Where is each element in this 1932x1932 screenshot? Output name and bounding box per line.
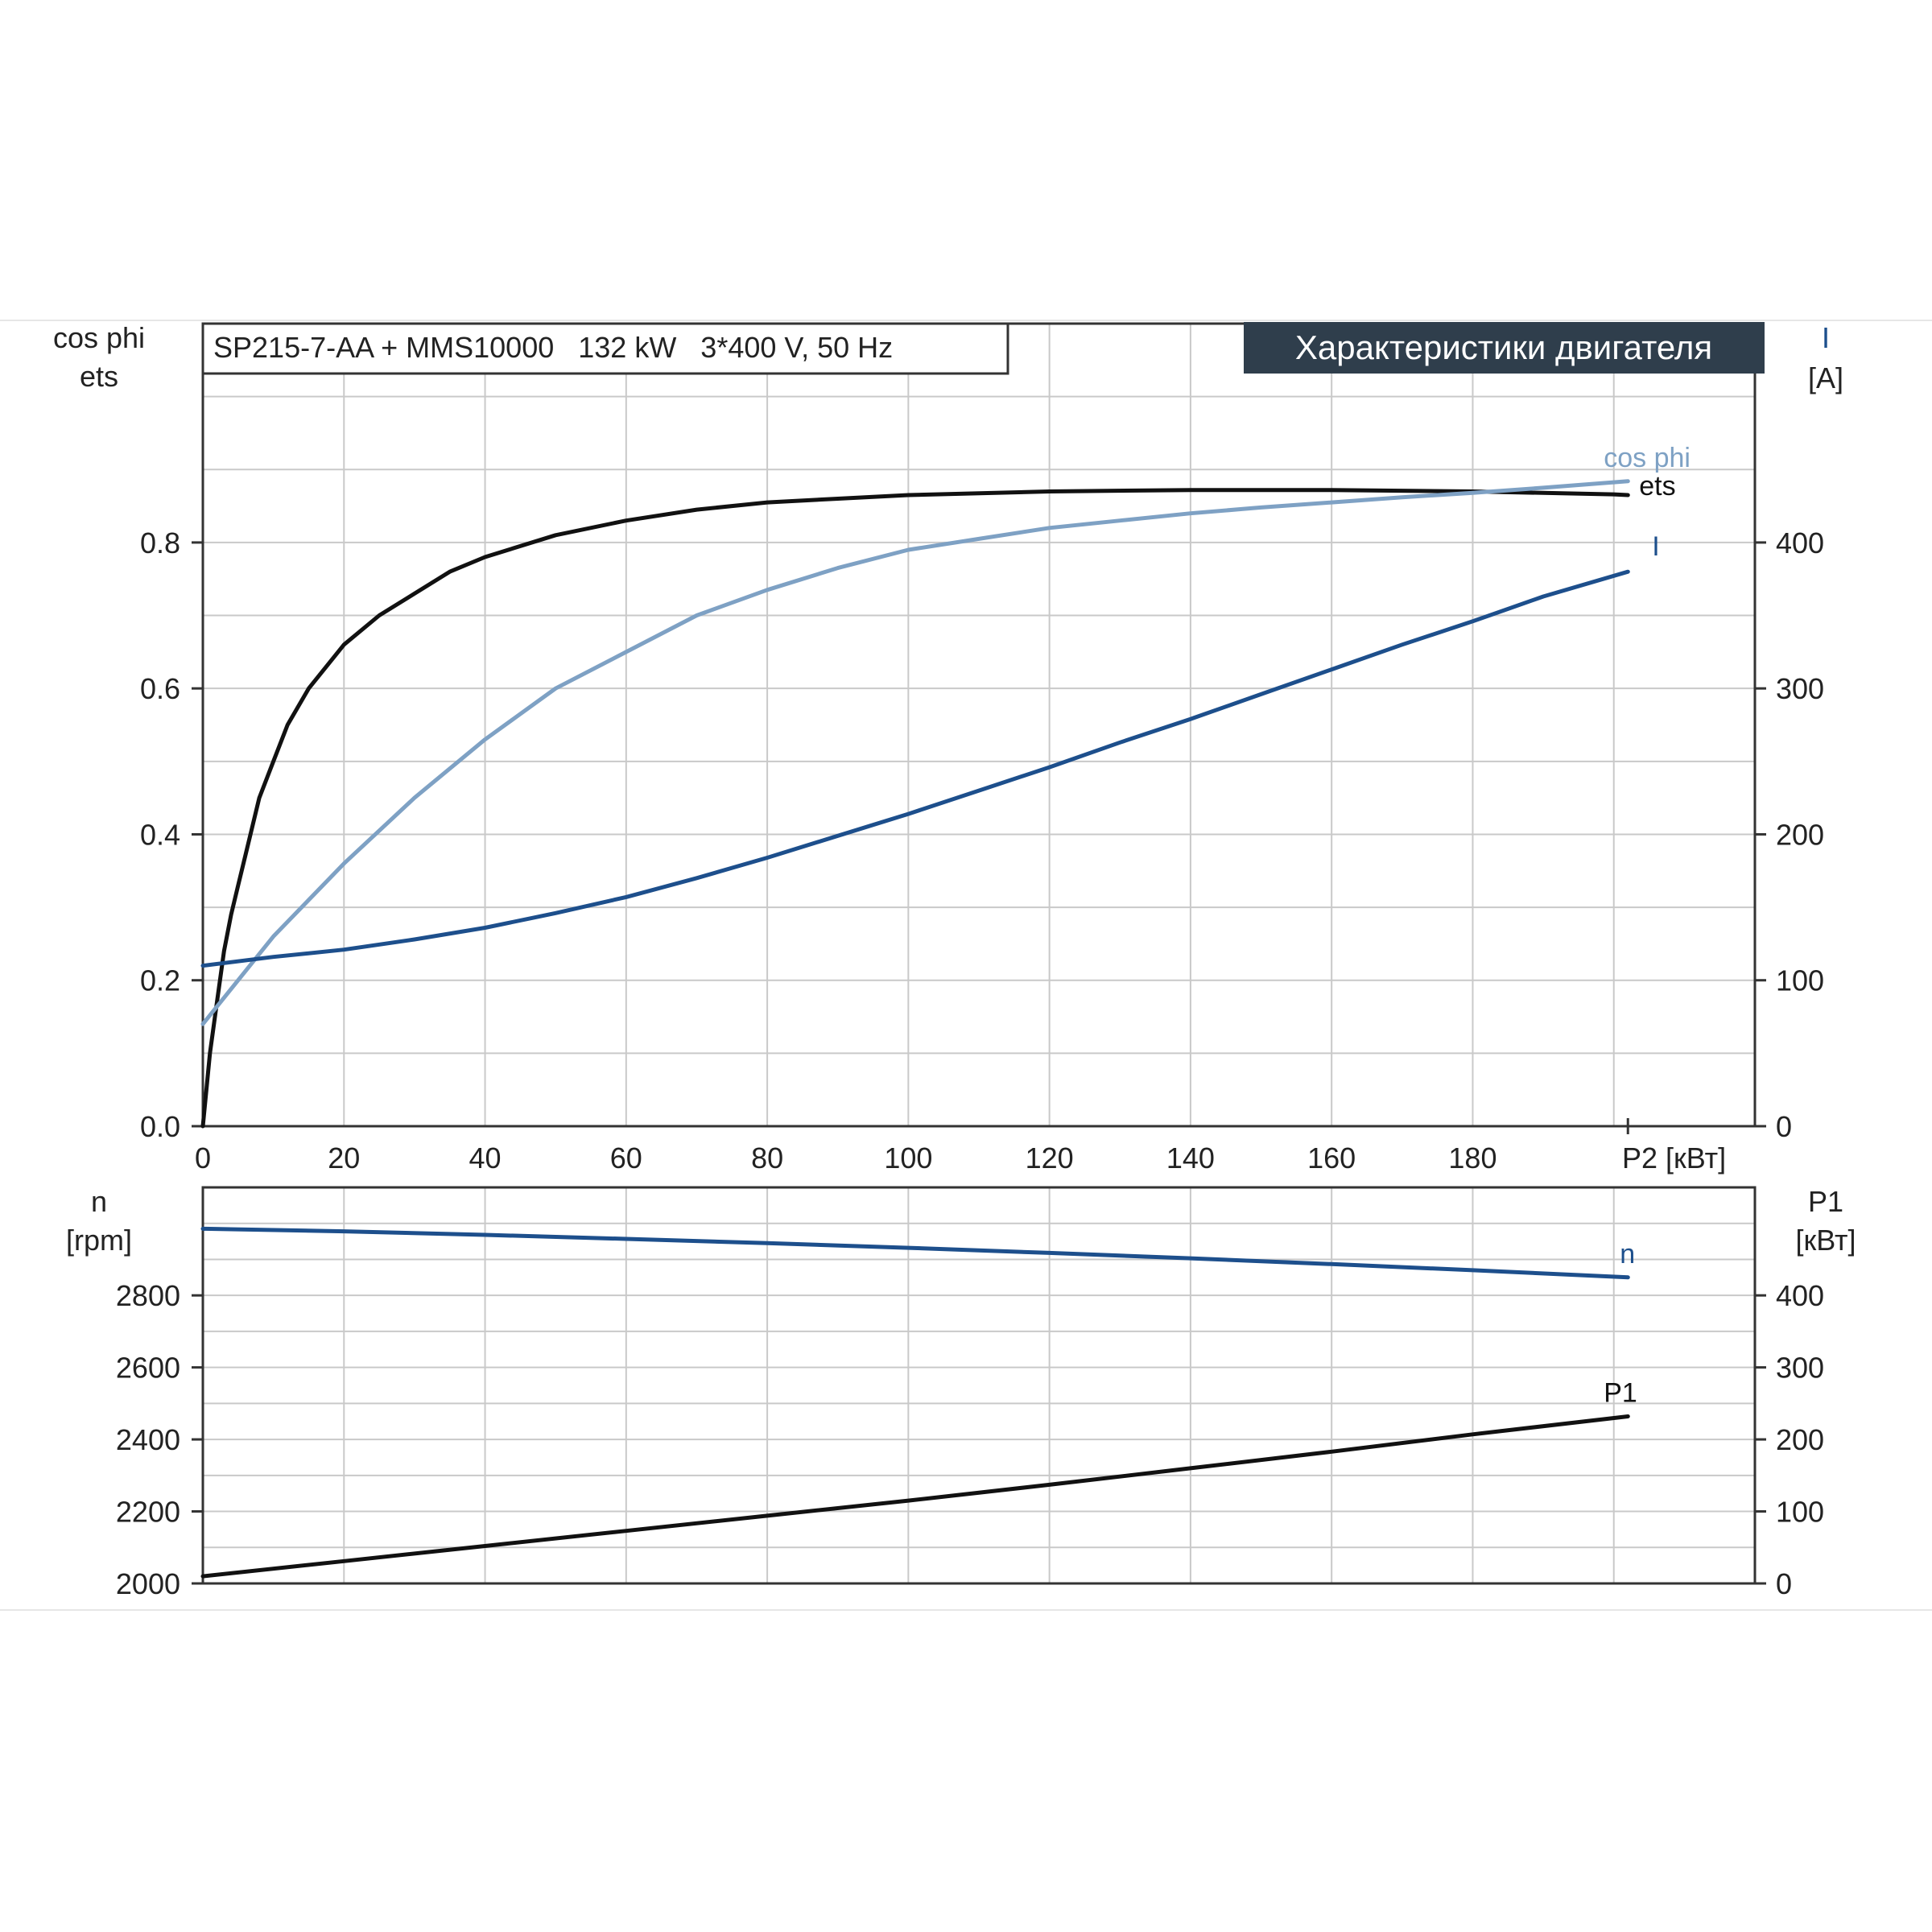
bottom-right-tick-label: 0 (1776, 1567, 1792, 1600)
chart-title: Характеристики двигателя (1295, 328, 1712, 366)
top-curve-i (200, 569, 1630, 968)
top-left-axis-title-1: cos phi (53, 321, 145, 354)
top-left-tick-label: 0.8 (140, 526, 180, 559)
bottom-left-tick-label: 2800 (116, 1279, 180, 1312)
top-right-tick-label: 100 (1776, 964, 1824, 997)
bottom-left-axis-title-1: n (91, 1185, 107, 1218)
top-left-tick-label: 0.4 (140, 818, 180, 851)
bottom-plot-frame (201, 1186, 1757, 1585)
bottom-series-label-p1: P1 (1604, 1377, 1637, 1408)
bottom-curve-n (200, 1226, 1630, 1280)
bottom-right-axis-title-1: P1 (1808, 1185, 1843, 1218)
x-tick-label: 0 (195, 1141, 211, 1174)
top-curve-ets (200, 488, 1630, 1129)
top-curve-cos-phi (200, 479, 1630, 1026)
top-left-tick-label: 0.2 (140, 964, 180, 997)
top-right-axis-title-1: I (1822, 321, 1830, 354)
bottom-left-tick-label: 2200 (116, 1496, 180, 1529)
bottom-right-tick-label: 100 (1776, 1496, 1824, 1529)
x-tick-label: 80 (751, 1141, 783, 1174)
x-tick-label: 120 (1026, 1141, 1074, 1174)
top-series-label-cos-phi: cos phi (1604, 443, 1690, 473)
top-plot-ticks: 0.0 0.2 0.4 0.6 0.8 0 100 200 300 400 0 20 40 60 80 100… (140, 526, 1824, 1174)
x-tick-label: 180 (1448, 1141, 1496, 1174)
x-tick-label: 100 (884, 1141, 932, 1174)
x-tick-label: 60 (610, 1141, 642, 1174)
bottom-plot-curves: n P1 (200, 1226, 1637, 1579)
bottom-right-tick-label: 400 (1776, 1279, 1824, 1312)
bottom-plot-grid (203, 1187, 1755, 1583)
bottom-left-tick-label: 2400 (116, 1423, 180, 1456)
x-tick-label: 20 (328, 1141, 360, 1174)
top-left-axis-title-2: ets (80, 360, 118, 393)
bottom-curve-p1 (200, 1414, 1630, 1579)
top-series-label-i: I (1652, 531, 1659, 562)
x-tick-label: 160 (1307, 1141, 1356, 1174)
top-left-tick-label: 0.0 (140, 1110, 180, 1143)
bottom-series-label-n: n (1620, 1239, 1635, 1269)
top-plot-frame (201, 322, 1757, 1128)
top-right-axis-title-2: [A] (1808, 361, 1843, 394)
top-plot-grid (203, 324, 1755, 1126)
bottom-right-axis-title-2: [кВт] (1795, 1224, 1856, 1257)
top-left-tick-label: 0.6 (140, 672, 180, 705)
title-badge (1244, 322, 1765, 374)
x-tick-label: 140 (1166, 1141, 1215, 1174)
chart-subtitle: SP215-7-AA + MMS10000 132 kW 3*400 V, 50… (213, 331, 893, 364)
x-tick-label: 40 (469, 1141, 502, 1174)
bottom-left-tick-label: 2600 (116, 1352, 180, 1385)
subtitle-box (201, 322, 1009, 375)
x-axis-title: P2 [кВт] (1622, 1141, 1726, 1174)
bottom-left-tick-label: 2000 (116, 1567, 180, 1600)
bottom-right-tick-label: 300 (1776, 1352, 1824, 1385)
top-series-label-ets: ets (1639, 471, 1675, 502)
top-right-tick-label: 400 (1776, 526, 1824, 559)
top-right-tick-label: 200 (1776, 818, 1824, 851)
bottom-plot-ticks: 2000 2200 2400 2600 2800 0 100 200 300 400 (116, 1279, 1824, 1600)
bottom-left-axis-title-2: [rpm] (66, 1224, 132, 1257)
top-right-tick-label: 0 (1776, 1110, 1792, 1143)
bottom-right-tick-label: 200 (1776, 1423, 1824, 1456)
top-right-tick-label: 300 (1776, 672, 1824, 705)
